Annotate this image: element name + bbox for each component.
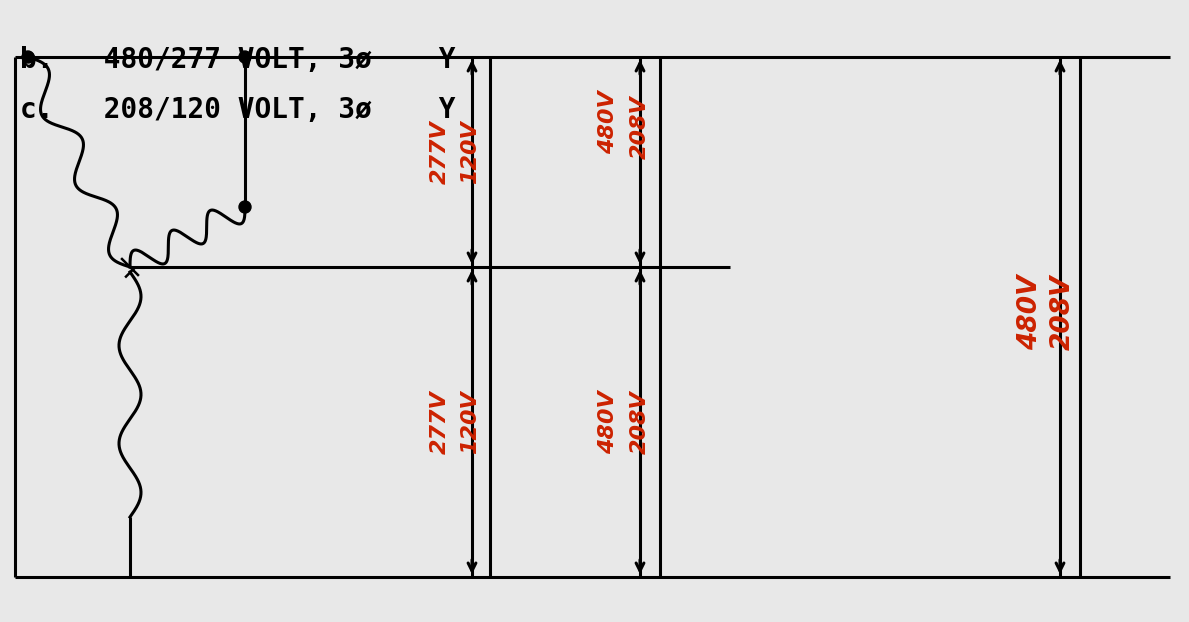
Circle shape: [23, 51, 34, 63]
Circle shape: [239, 51, 251, 63]
Text: 480V: 480V: [1017, 274, 1043, 350]
Text: 208V: 208V: [1050, 274, 1076, 350]
Text: 120V: 120V: [460, 120, 480, 184]
Text: 480V: 480V: [598, 90, 618, 154]
Text: 480V: 480V: [598, 390, 618, 454]
Text: 277V: 277V: [430, 390, 449, 454]
Text: 208V: 208V: [630, 390, 650, 454]
Text: 208V: 208V: [630, 95, 650, 159]
Text: b.   480/277 VOLT, 3ø    Y: b. 480/277 VOLT, 3ø Y: [20, 46, 455, 74]
Text: 277V: 277V: [430, 120, 449, 184]
Circle shape: [239, 201, 251, 213]
Text: 120V: 120V: [460, 390, 480, 454]
Text: c.   208/120 VOLT, 3ø    Y: c. 208/120 VOLT, 3ø Y: [20, 96, 455, 124]
